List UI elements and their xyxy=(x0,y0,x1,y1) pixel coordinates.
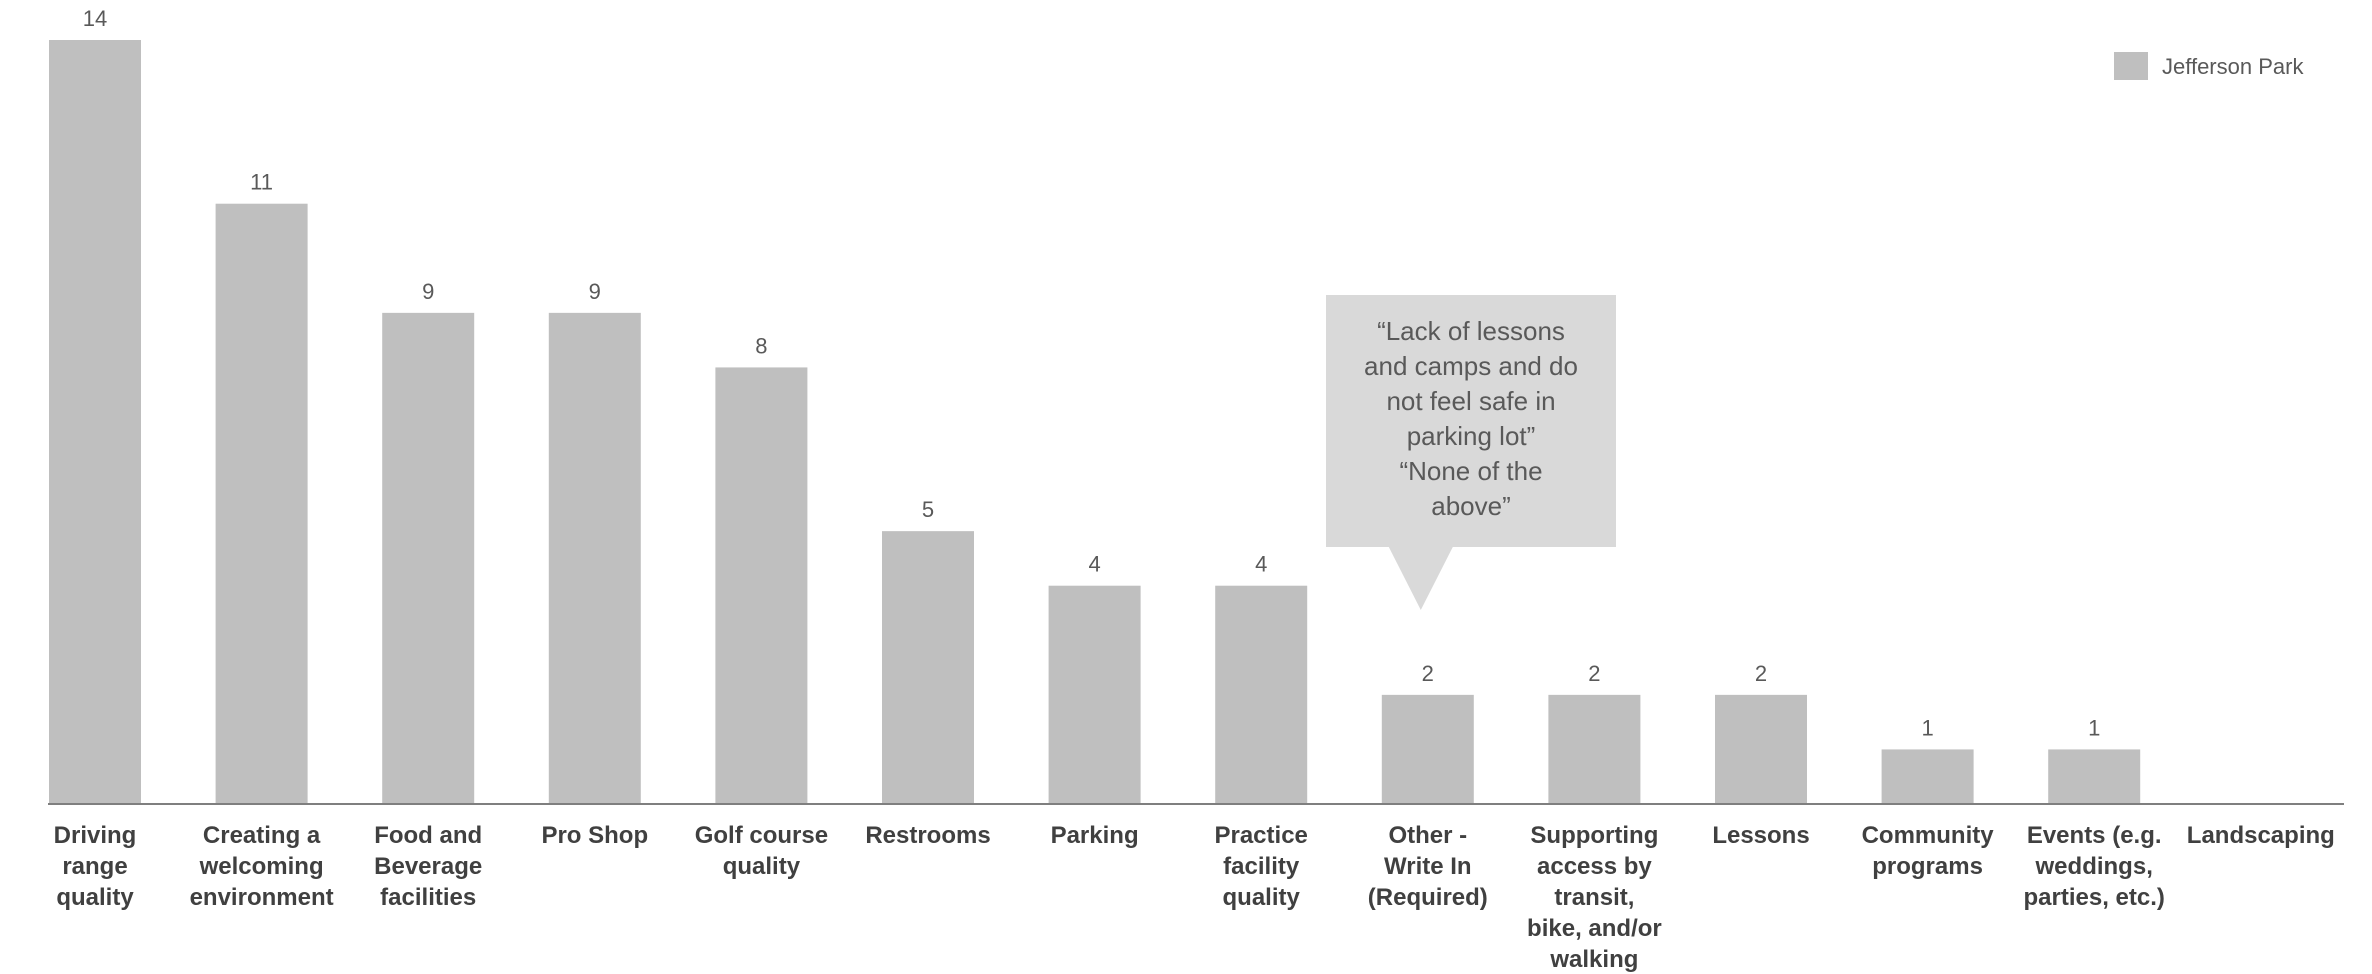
bar xyxy=(1548,694,1641,804)
category-label: Restrooms xyxy=(865,822,990,849)
bar xyxy=(882,531,974,804)
data-label: 1 xyxy=(1921,715,1933,740)
category-label: Parking xyxy=(1051,822,1139,849)
data-label: 4 xyxy=(1255,552,1267,577)
data-label: 2 xyxy=(1755,661,1767,686)
category-label: Driving range quality xyxy=(54,822,137,911)
data-label: 1 xyxy=(2088,715,2100,740)
data-label: 2 xyxy=(1422,661,1434,686)
bar xyxy=(1215,585,1308,804)
data-label: 14 xyxy=(83,6,107,31)
data-label: 9 xyxy=(589,279,601,304)
bar xyxy=(49,40,141,804)
category-labels-group: Driving range quality Creating a welcoming en… xyxy=(54,822,2335,973)
bars-group xyxy=(49,40,2141,804)
data-label: 8 xyxy=(755,333,767,358)
category-label: Other -Write In (Required) xyxy=(1368,822,1488,911)
data-label: 4 xyxy=(1088,552,1100,577)
legend-swatch xyxy=(2114,52,2148,80)
category-label: Golf course quality xyxy=(695,822,828,880)
bar xyxy=(1381,694,1474,804)
category-label: Landscaping xyxy=(2187,822,2335,849)
callout-bubble xyxy=(1326,295,1616,610)
category-label: Community programs xyxy=(1862,822,1995,880)
bar xyxy=(715,367,808,804)
callout-annotation: “Lack of lessons and camps and do not feel… xyxy=(1326,295,1616,610)
category-label: Creating a welcoming environment xyxy=(190,822,334,911)
category-label: Practice facility quality xyxy=(1214,822,1307,911)
category-label: Pro Shop xyxy=(541,822,648,849)
legend: Jefferson Park xyxy=(2114,52,2304,80)
callout-text: “Lack of lessons and camps and do not feel… xyxy=(1364,316,1578,521)
bar xyxy=(382,312,475,804)
bar xyxy=(1715,694,1807,804)
data-label: 11 xyxy=(250,170,273,195)
category-label: Supporting access by transit, bike, and/or w… xyxy=(1527,822,1662,973)
category-label: Events (e.g. weddings, parties, etc.) xyxy=(2024,822,2165,911)
bar xyxy=(548,312,641,804)
data-label: 9 xyxy=(422,279,434,304)
bar xyxy=(215,203,308,804)
bar xyxy=(2048,749,2141,804)
data-label: 2 xyxy=(1588,661,1600,686)
bar xyxy=(1881,749,1974,804)
data-label: 5 xyxy=(922,497,934,522)
legend-label: Jefferson Park xyxy=(2162,54,2304,79)
bar xyxy=(1048,585,1141,804)
category-label: Lessons xyxy=(1712,822,1809,849)
category-label: Food and Beverage facilities xyxy=(374,822,482,911)
